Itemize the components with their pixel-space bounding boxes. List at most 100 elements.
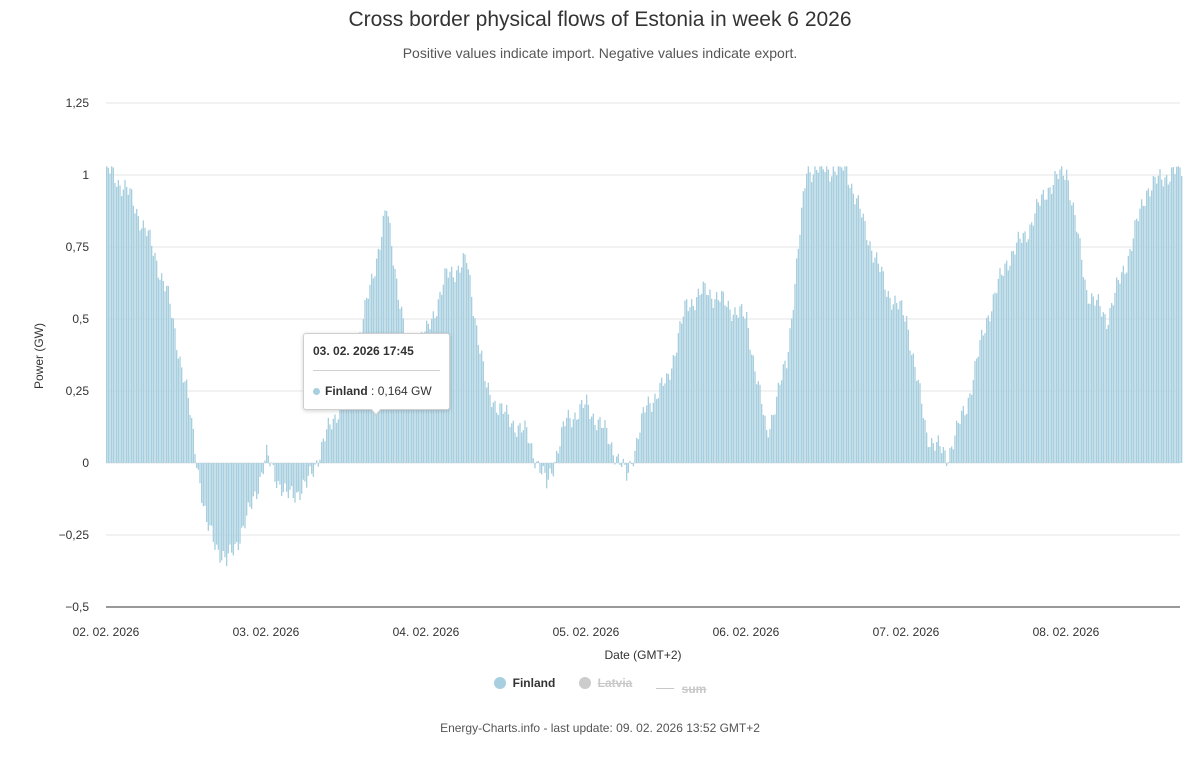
finland-bar[interactable] xyxy=(461,267,463,463)
finland-bar[interactable] xyxy=(962,405,964,463)
finland-bar[interactable] xyxy=(169,303,171,463)
finland-bar[interactable] xyxy=(851,183,853,463)
finland-bar[interactable] xyxy=(879,271,881,463)
finland-bar[interactable] xyxy=(1051,193,1053,463)
finland-bar[interactable] xyxy=(252,463,254,497)
finland-bar[interactable] xyxy=(654,393,656,463)
finland-bar[interactable] xyxy=(479,353,481,463)
finland-bar[interactable] xyxy=(304,463,306,482)
finland-bar[interactable] xyxy=(686,299,688,463)
finland-bar[interactable] xyxy=(824,171,826,463)
finland-bar[interactable] xyxy=(881,266,883,463)
finland-bar[interactable] xyxy=(289,463,291,490)
finland-bar[interactable] xyxy=(769,429,771,463)
finland-bar[interactable] xyxy=(1166,174,1168,463)
finland-bar[interactable] xyxy=(322,438,324,463)
finland-bar[interactable] xyxy=(266,444,268,463)
finland-bar[interactable] xyxy=(199,463,201,484)
finland-bar[interactable] xyxy=(1041,194,1043,464)
finland-bar[interactable] xyxy=(581,400,583,463)
finland-bar[interactable] xyxy=(1074,215,1076,463)
finland-bar[interactable] xyxy=(321,442,323,463)
finland-bar[interactable] xyxy=(211,463,213,526)
finland-bar[interactable] xyxy=(557,453,559,463)
finland-bar[interactable] xyxy=(761,403,763,463)
finland-bar[interactable] xyxy=(1071,205,1073,463)
finland-bar[interactable] xyxy=(339,403,341,463)
finland-bar[interactable] xyxy=(279,463,281,485)
finland-bar[interactable] xyxy=(124,180,126,463)
finland-bar[interactable] xyxy=(507,414,509,463)
finland-bar[interactable] xyxy=(1017,231,1019,463)
finland-bar[interactable] xyxy=(719,301,721,463)
finland-bar[interactable] xyxy=(176,350,178,463)
finland-bar[interactable] xyxy=(907,329,909,463)
finland-bar[interactable] xyxy=(136,208,138,463)
finland-bar[interactable] xyxy=(1092,296,1094,463)
finland-bar[interactable] xyxy=(954,435,956,463)
finland-bar[interactable] xyxy=(587,404,589,463)
finland-bar[interactable] xyxy=(849,187,851,463)
finland-bar[interactable] xyxy=(352,357,354,463)
finland-bar[interactable] xyxy=(1021,242,1023,463)
finland-bar[interactable] xyxy=(1152,175,1154,463)
finland-bar[interactable] xyxy=(929,446,931,463)
finland-bar[interactable] xyxy=(701,293,703,463)
finland-bar[interactable] xyxy=(931,438,933,463)
finland-bar[interactable] xyxy=(564,426,566,463)
finland-bar[interactable] xyxy=(606,427,608,463)
finland-bar[interactable] xyxy=(469,274,471,463)
finland-bar[interactable] xyxy=(111,166,113,464)
finland-bar[interactable] xyxy=(307,463,309,476)
finland-bar[interactable] xyxy=(784,360,786,463)
finland-bar[interactable] xyxy=(317,463,319,467)
finland-bar[interactable] xyxy=(541,463,543,475)
finland-bar[interactable] xyxy=(1119,283,1121,463)
finland-bar[interactable] xyxy=(876,252,878,463)
finland-bar[interactable] xyxy=(594,424,596,463)
finland-bar[interactable] xyxy=(341,399,343,463)
finland-bar[interactable] xyxy=(227,463,229,554)
finland-bar[interactable] xyxy=(801,207,803,463)
finland-bar[interactable] xyxy=(1114,292,1116,463)
finland-bar[interactable] xyxy=(827,169,829,463)
finland-bar[interactable] xyxy=(314,463,316,465)
finland-bar[interactable] xyxy=(786,368,788,463)
finland-bar[interactable] xyxy=(294,463,296,503)
finland-bar[interactable] xyxy=(144,227,146,463)
finland-bar[interactable] xyxy=(1027,239,1029,463)
finland-bar[interactable] xyxy=(709,289,711,463)
finland-bar[interactable] xyxy=(582,408,584,463)
finland-bar[interactable] xyxy=(1064,179,1066,463)
finland-bar[interactable] xyxy=(241,463,243,528)
finland-bar[interactable] xyxy=(661,377,663,463)
finland-bar[interactable] xyxy=(676,352,678,463)
finland-bar[interactable] xyxy=(116,186,118,463)
finland-bar[interactable] xyxy=(536,461,538,463)
finland-bar[interactable] xyxy=(856,198,858,464)
finland-bar[interactable] xyxy=(1131,251,1133,463)
finland-bar[interactable] xyxy=(1047,187,1049,463)
finland-bar[interactable] xyxy=(679,321,681,463)
finland-bar[interactable] xyxy=(972,380,974,463)
finland-bar[interactable] xyxy=(109,173,111,463)
finland-bar[interactable] xyxy=(226,463,228,567)
finland-bar[interactable] xyxy=(789,328,791,463)
finland-bar[interactable] xyxy=(902,315,904,463)
finland-bar[interactable] xyxy=(787,352,789,463)
finland-bar[interactable] xyxy=(816,169,818,463)
finland-bar[interactable] xyxy=(607,443,609,463)
finland-bar[interactable] xyxy=(1167,184,1169,464)
finland-bar[interactable] xyxy=(344,391,346,463)
finland-bar[interactable] xyxy=(1086,289,1088,463)
finland-bar[interactable] xyxy=(282,463,284,493)
finland-bar[interactable] xyxy=(981,329,983,463)
finland-bar[interactable] xyxy=(147,230,149,463)
finland-bar[interactable] xyxy=(819,166,821,464)
finland-bar[interactable] xyxy=(1054,171,1056,463)
finland-bar[interactable] xyxy=(1046,199,1048,464)
finland-bar[interactable] xyxy=(941,453,943,463)
finland-bar[interactable] xyxy=(192,428,194,463)
finland-bar[interactable] xyxy=(137,216,139,463)
finland-bar[interactable] xyxy=(891,309,893,463)
